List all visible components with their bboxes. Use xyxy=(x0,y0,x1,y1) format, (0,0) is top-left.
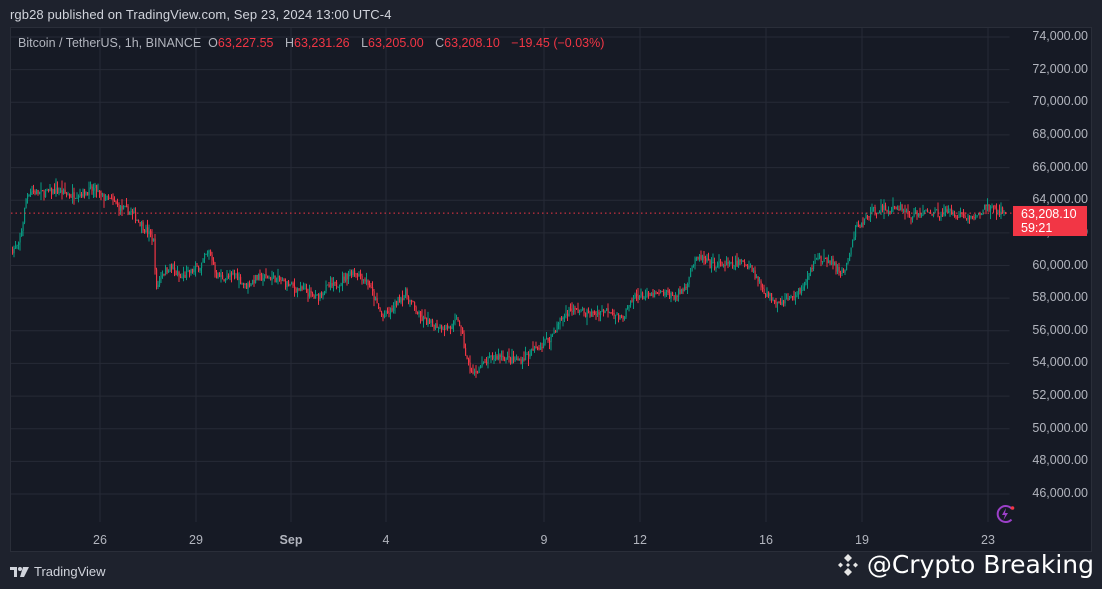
price-tick-label: 64,000.00 xyxy=(1032,192,1088,207)
price-tick-label: 70,000.00 xyxy=(1032,94,1088,109)
high-label: H xyxy=(284,36,294,50)
tradingview-logo-icon xyxy=(10,566,29,577)
price-tick-label: 66,000.00 xyxy=(1032,159,1088,174)
time-tick-label: 29 xyxy=(189,533,203,547)
close-value: 63,208.10 xyxy=(444,36,500,50)
price-tick-label: 74,000.00 xyxy=(1032,29,1088,43)
binance-diamond-icon xyxy=(837,553,858,576)
chart-pane[interactable] xyxy=(10,27,1092,552)
low-label: L xyxy=(361,36,369,50)
bar-countdown: 59:21 xyxy=(1021,221,1053,235)
time-tick-label: 26 xyxy=(93,533,107,547)
watermark-text: @Crypto Breaking xyxy=(866,550,1094,579)
time-tick-label: 16 xyxy=(759,533,773,547)
price-tick-label: 52,000.00 xyxy=(1032,388,1088,403)
price-tick-label: 72,000.00 xyxy=(1032,61,1088,76)
low-value: 63,205.00 xyxy=(368,36,424,50)
price-tick-label: 50,000.00 xyxy=(1032,420,1088,435)
price-tick-label: 56,000.00 xyxy=(1032,322,1088,337)
time-tick-label: 23 xyxy=(981,533,995,547)
published-caption: rgb28 published on TradingView.com, Sep … xyxy=(10,7,392,22)
tradingview-brand[interactable]: TradingView xyxy=(10,564,106,579)
tradingview-label: TradingView xyxy=(34,564,106,579)
price-tick-label: 60,000.00 xyxy=(1032,257,1088,272)
time-tick-label: 4 xyxy=(382,533,390,547)
change-value: −19.45 (−0.03%) xyxy=(511,36,605,50)
lightning-bolt-icon[interactable] xyxy=(994,503,1016,525)
high-value: 63,231.26 xyxy=(294,36,350,50)
price-tick-label: 58,000.00 xyxy=(1032,290,1088,305)
symbol-title[interactable]: Bitcoin / TetherUS, 1h, BINANCE xyxy=(18,36,202,50)
time-tick-label: 9 xyxy=(540,533,548,547)
open-value: 63,227.55 xyxy=(217,36,274,50)
time-tick-label: 12 xyxy=(633,533,647,547)
price-tick-label: 46,000.00 xyxy=(1032,486,1088,500)
open-label: O xyxy=(208,36,218,50)
price-tick-label: 54,000.00 xyxy=(1032,355,1088,370)
last-price-value: 63,208.10 xyxy=(1021,207,1077,221)
time-tick-label: Sep xyxy=(279,533,303,547)
close-label: C xyxy=(435,36,445,50)
price-tick-label: 48,000.00 xyxy=(1032,453,1088,468)
price-tick-label: 68,000.00 xyxy=(1032,126,1088,141)
last-price-badge: 63,208.10 59:21 xyxy=(1013,206,1087,236)
time-tick-label: 19 xyxy=(855,533,869,547)
watermark: @Crypto Breaking xyxy=(835,550,1094,579)
ohlc-legend: Bitcoin / TetherUS, 1h, BINANCE O63,227.… xyxy=(18,36,604,50)
